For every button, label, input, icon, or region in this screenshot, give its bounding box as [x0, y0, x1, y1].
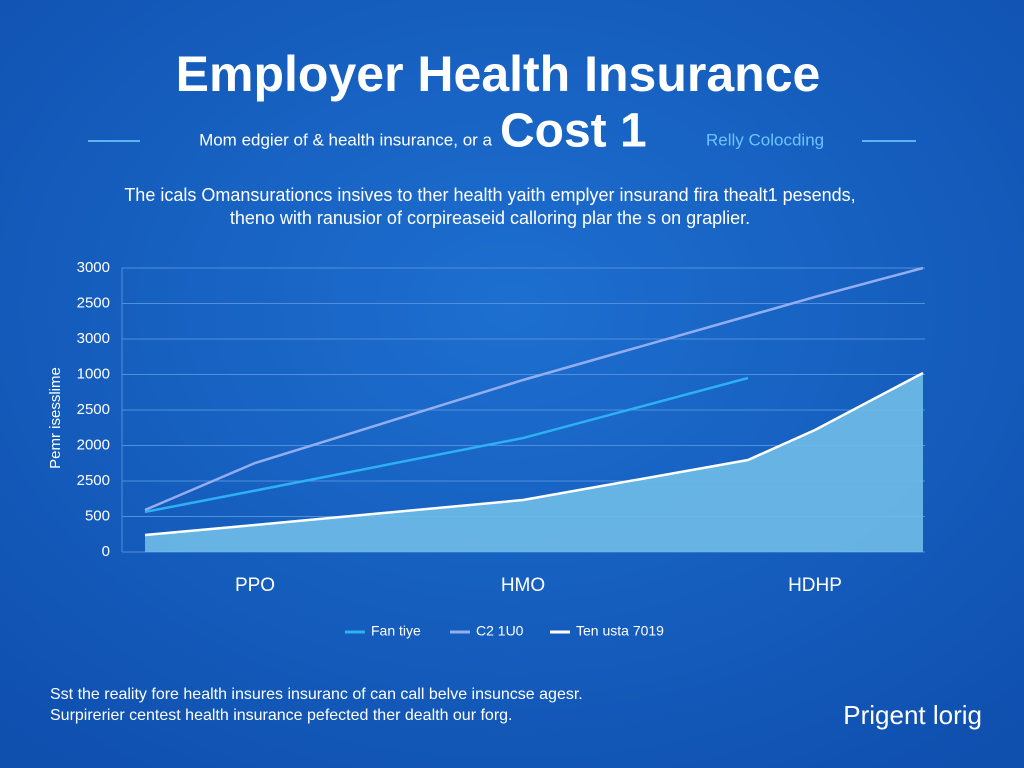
y-tick-label: 0	[102, 543, 110, 560]
legend-label: C2 1U0	[476, 623, 524, 639]
line	[144, 371, 924, 537]
line	[144, 266, 924, 512]
y-tick-label: 3000	[77, 259, 110, 276]
footer-note: Surpirerier centest health insurance pef…	[50, 707, 513, 724]
x-tick-label: PPO	[235, 575, 275, 596]
brand: Prigent lorig	[843, 700, 982, 730]
line	[144, 376, 749, 514]
y-tick-label: 2500	[77, 294, 110, 311]
y-tick-label: 2500	[77, 472, 110, 489]
title: Employer Health Insurance	[176, 46, 821, 102]
description: theno with ranusior of corpireaseid call…	[230, 208, 750, 228]
footer-note: Sst the reality fore health insures insu…	[50, 686, 583, 703]
title-suffix: Cost 1	[500, 105, 647, 158]
y-tick-label: 500	[85, 507, 110, 524]
x-tick-label: HMO	[501, 575, 545, 596]
legend-label: Fan tiye	[371, 623, 421, 639]
area	[145, 372, 923, 552]
y-tick-label: 1000	[77, 365, 110, 382]
description: The icals Omansurationcs insives to ther…	[124, 185, 855, 205]
y-axis-label: Pemr isesslime	[47, 367, 64, 469]
y-tick-label: 2500	[77, 401, 110, 418]
x-tick-label: HDHP	[788, 575, 842, 596]
y-tick-label: 2000	[77, 436, 110, 453]
y-tick-label: 3000	[77, 330, 110, 347]
subtitle: Relly Colocding	[706, 130, 824, 149]
legend-label: Ten usta 7019	[576, 623, 664, 639]
subtitle: Mom edgier of & health insurance, or a	[199, 130, 492, 149]
